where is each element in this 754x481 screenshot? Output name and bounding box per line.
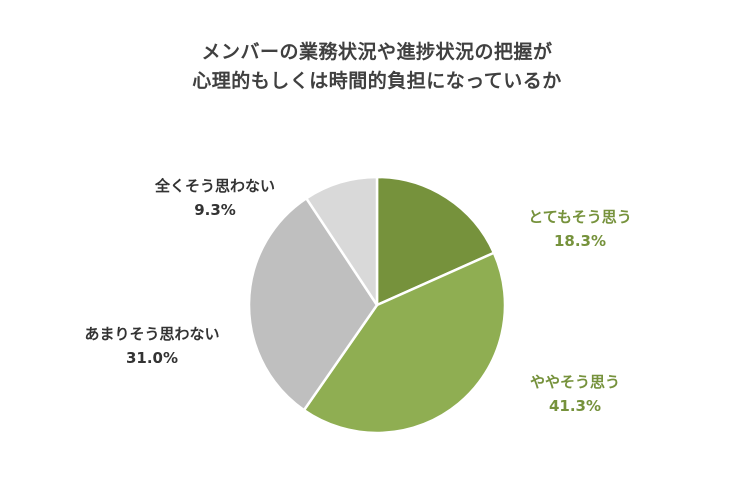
slice-strongly-agree <box>375 175 496 307</box>
label-somewhat-disagree-value: 31.0% <box>125 349 179 367</box>
label-somewhat-agree: ややそう思う 41.3% <box>500 370 650 418</box>
label-somewhat-disagree-text: あまりそう思わない <box>84 325 220 343</box>
chart-title-line-1: メンバーの業務状況や進捗状況の把握が <box>201 41 553 63</box>
slice-somewhat-agree <box>302 251 507 435</box>
label-strongly-disagree: 全くそう思わない 9.3% <box>140 174 290 222</box>
label-strongly-disagree-text: 全くそう思わない <box>154 177 275 195</box>
label-somewhat-agree-text: ややそう思う <box>529 373 620 391</box>
label-strongly-agree-value: 18.3% <box>553 232 607 250</box>
label-strongly-agree-text: とてもそう思う <box>528 208 632 226</box>
label-somewhat-agree-value: 41.3% <box>548 397 602 415</box>
chart-title: メンバーの業務状況や進捗状況の把握が 心理的もしくは時間的負担になっているか <box>0 38 754 96</box>
slice-somewhat-disagree <box>247 197 379 412</box>
label-strongly-agree: とてもそう思う 18.3% <box>510 205 650 253</box>
label-somewhat-disagree: あまりそう思わない 31.0% <box>62 322 242 370</box>
chart-title-line-2: 心理的もしくは時間的負担になっているか <box>192 70 562 92</box>
slice-strongly-disagree <box>305 175 379 307</box>
label-strongly-disagree-value: 9.3% <box>194 201 236 219</box>
